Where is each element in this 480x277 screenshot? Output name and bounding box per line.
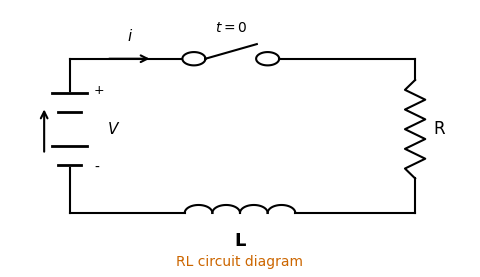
Text: i: i xyxy=(127,29,132,44)
Text: V: V xyxy=(108,122,118,137)
Text: R: R xyxy=(433,120,445,138)
Text: $t=0$: $t=0$ xyxy=(215,21,247,35)
Text: -: - xyxy=(94,161,99,175)
Text: +: + xyxy=(94,84,105,97)
Text: L: L xyxy=(234,232,246,250)
Text: RL circuit diagram: RL circuit diagram xyxy=(177,255,303,269)
